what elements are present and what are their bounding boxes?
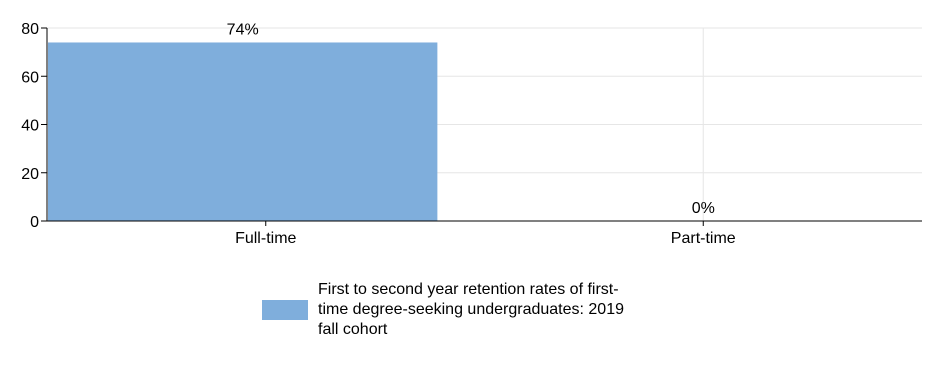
x-ticks: Full-time Part-time [235,221,736,247]
y-tick-label-80: 80 [21,21,39,38]
y-tick-label-60: 60 [21,69,39,86]
data-label-0: 74% [227,21,259,38]
y-ticks: 0 20 40 60 80 [21,21,47,231]
bar-full-time [48,42,438,221]
x-tick-label-1: Part-time [671,230,736,247]
legend: First to second year retention rates of … [262,280,638,340]
y-tick-label-0: 0 [30,214,39,231]
y-tick-label-20: 20 [21,166,39,183]
data-label-1: 0% [692,200,715,217]
data-labels: 74% 0% [227,21,715,217]
bars [48,42,438,221]
y-tick-label-40: 40 [21,118,39,135]
legend-swatch [262,300,308,320]
x-tick-label-0: Full-time [235,230,296,247]
legend-label: First to second year retention rates of … [318,281,624,338]
